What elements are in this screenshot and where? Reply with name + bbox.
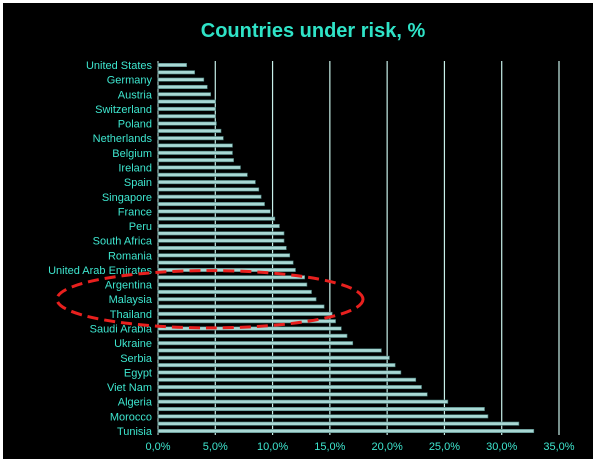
category-label: Spain [124, 177, 152, 189]
category-label: Austria [118, 89, 153, 101]
x-tick-label: 15,0% [314, 441, 345, 453]
category-label: Germany [107, 75, 153, 87]
bar [157, 128, 222, 133]
category-label: Ukraine [114, 338, 152, 350]
category-label: Poland [118, 119, 152, 131]
category-label: Ireland [118, 162, 152, 174]
x-tick-label: 35,0% [543, 441, 574, 453]
bar [157, 363, 396, 368]
category-label: Viet Nam [107, 382, 152, 394]
category-label: France [118, 206, 152, 218]
bar [157, 209, 271, 214]
bar [157, 114, 216, 119]
bar-chart: Countries under risk, % United States Ger… [48, 20, 575, 453]
category-label: South Africa [93, 236, 153, 248]
bar [157, 377, 417, 382]
bar [157, 407, 485, 412]
highlight-layer [55, 269, 365, 330]
chart-frame: Countries under risk, % United States Ger… [3, 3, 593, 459]
category-label: Thailand [110, 309, 152, 321]
bar [157, 158, 234, 163]
bar [157, 84, 208, 89]
bar [157, 348, 382, 353]
bar [157, 180, 256, 185]
bar [157, 165, 241, 170]
bar [157, 187, 260, 192]
bar [157, 289, 312, 294]
category-label: Peru [129, 221, 152, 233]
chart-title: Countries under risk, % [201, 20, 426, 42]
bar [157, 341, 354, 346]
bar [157, 238, 285, 243]
bar [157, 150, 233, 155]
category-label: Algeria [118, 397, 153, 409]
bar [157, 224, 280, 229]
category-label: Argentina [105, 280, 153, 292]
bar [157, 92, 212, 97]
bar [157, 370, 402, 375]
category-label: Morocco [110, 411, 152, 423]
bar [157, 202, 265, 207]
bar [157, 260, 294, 265]
x-tick-label: 5,0% [203, 441, 228, 453]
category-label: Belgium [112, 148, 152, 160]
x-tick-label: 30,0% [486, 441, 517, 453]
bar [157, 399, 449, 404]
bar [157, 392, 428, 397]
bar [157, 297, 317, 302]
category-label: United Arab Emirates [48, 265, 152, 277]
x-tick-label: 20,0% [372, 441, 403, 453]
bar [157, 311, 333, 316]
category-label: Switzerland [95, 104, 152, 116]
category-label: Saudi Arabia [90, 324, 153, 336]
gridlines [157, 61, 560, 435]
bar [157, 136, 224, 141]
bar [157, 99, 216, 104]
category-label: Malaysia [109, 294, 153, 306]
category-label: Netherlands [93, 133, 153, 145]
bar [157, 231, 285, 236]
bar [157, 121, 217, 126]
bar [157, 333, 348, 338]
bar [157, 421, 520, 426]
bar [157, 62, 187, 67]
x-tick-label: 10,0% [257, 441, 288, 453]
x-axis-tick-labels: 0,0% 5,0% 10,0% 15,0% 20,0% 25,0% 30,0% 35,0% [145, 441, 574, 453]
bar [157, 414, 489, 419]
bar [157, 194, 262, 199]
bar [157, 70, 195, 75]
category-label: Egypt [124, 367, 152, 379]
bar [157, 253, 291, 258]
highlight-ellipse [55, 269, 365, 330]
bar [157, 355, 390, 360]
x-tick-label: 0,0% [145, 441, 170, 453]
bar [157, 282, 308, 287]
bar [157, 216, 276, 221]
category-label: Serbia [120, 353, 153, 365]
bar [157, 77, 205, 82]
category-label: Singapore [102, 192, 152, 204]
category-label: United States [86, 60, 153, 72]
bar [157, 172, 248, 177]
bar [157, 428, 535, 433]
bar [157, 385, 422, 390]
bar [157, 319, 336, 324]
bar [157, 246, 287, 251]
bars [157, 62, 535, 433]
category-label: Romania [108, 250, 153, 262]
category-labels: United States Germany Austria Switzerland Po… [48, 60, 153, 438]
bar [157, 304, 325, 309]
x-tick-label: 25,0% [429, 441, 460, 453]
bar [157, 275, 305, 280]
bar [157, 106, 216, 111]
bar [157, 143, 233, 148]
category-label: Tunisia [117, 426, 153, 438]
